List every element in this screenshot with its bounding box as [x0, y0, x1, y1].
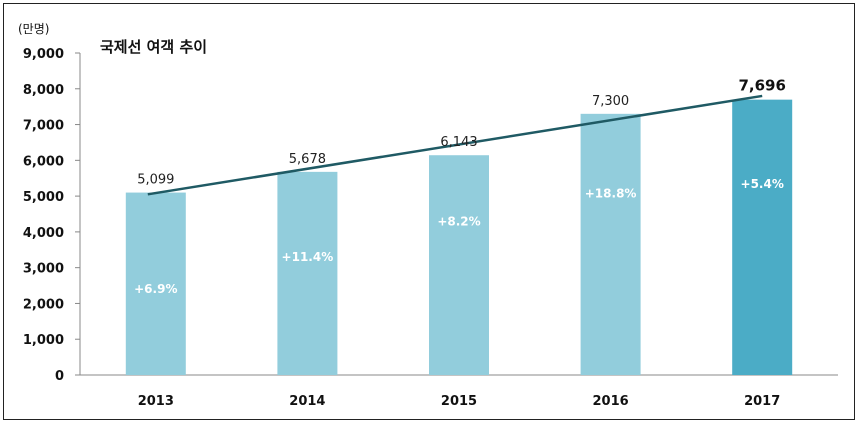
value-label: 7,300: [592, 94, 629, 109]
value-label: 7,696: [738, 77, 785, 95]
growth-label: +18.8%: [585, 186, 637, 200]
bar-2016: [580, 113, 641, 376]
growth-label: +11.4%: [282, 250, 334, 264]
value-label: 5,099: [137, 173, 174, 188]
bar-2014: [277, 171, 338, 375]
trendline-group: [147, 94, 763, 196]
bar-2013: [125, 192, 186, 375]
bar-2017: [732, 99, 793, 375]
x-tick-label: 2015: [441, 394, 477, 409]
y-axis: 0 1,000 2,000 3,000 4,000 5,000 6,000 7,000 8,00…: [23, 47, 81, 384]
bars-group: [125, 99, 793, 376]
y-tick-label: 9,000: [23, 47, 64, 62]
growth-label: +5.4%: [741, 177, 784, 191]
y-tick-label: 7,000: [23, 119, 64, 134]
y-tick-label: 1,000: [23, 333, 64, 348]
labels-group: 5,099 +6.9% 5,678 +11.4% 6,143 +8.2% 7,300 +18.…: [134, 77, 786, 296]
chart-title: 국제선 여객 추이: [100, 38, 207, 56]
y-tick-label: 8,000: [23, 83, 64, 98]
trend-line: [147, 94, 763, 196]
x-tick-label: 2017: [744, 394, 780, 409]
growth-label: +8.2%: [437, 215, 480, 229]
y-axis-unit-label: (만명): [18, 22, 49, 36]
value-label: 5,678: [289, 152, 326, 167]
bar-2015: [429, 155, 489, 375]
value-label: 6,143: [440, 135, 477, 150]
y-tick-label: 0: [55, 369, 64, 384]
x-tick-label: 2016: [593, 394, 629, 409]
y-tick-label: 4,000: [23, 226, 64, 241]
x-tick-label: 2014: [289, 394, 325, 409]
y-tick-label: 6,000: [23, 154, 64, 169]
x-tick-label: 2013: [138, 394, 174, 409]
y-tick-label: 3,000: [23, 262, 64, 277]
y-tick-label: 5,000: [23, 190, 64, 205]
y-tick-label: 2,000: [23, 297, 64, 312]
x-axis: 2013 2014 2015 2016 2017: [80, 374, 838, 409]
growth-label: +6.9%: [134, 282, 177, 296]
